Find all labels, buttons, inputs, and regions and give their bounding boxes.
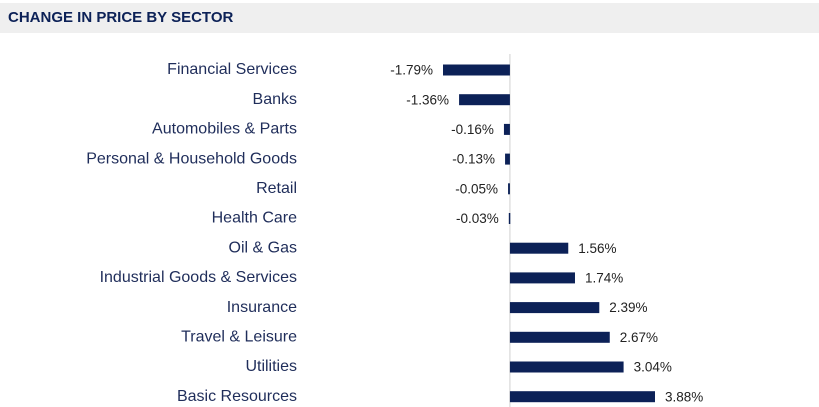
data-label: 2.39%	[609, 300, 647, 315]
data-label: 3.04%	[634, 360, 672, 375]
category-label: Banks	[253, 91, 297, 108]
category-label: Utilities	[245, 358, 297, 375]
bar	[443, 64, 510, 76]
data-label: 3.88%	[665, 389, 703, 404]
category-label: Personal & Household Goods	[86, 150, 297, 167]
category-label: Financial Services	[167, 61, 297, 78]
category-label: Health Care	[212, 210, 297, 227]
category-label: Basic Resources	[177, 388, 297, 405]
bar	[505, 153, 510, 165]
data-label: -0.13%	[452, 152, 495, 167]
title-bar	[0, 3, 819, 33]
category-label: Retail	[256, 180, 297, 197]
data-label: 2.67%	[620, 330, 658, 345]
category-label: Insurance	[227, 299, 297, 316]
category-label: Industrial Goods & Services	[100, 269, 297, 286]
bar	[509, 331, 610, 343]
data-label: -0.03%	[456, 211, 499, 226]
data-label: -0.05%	[455, 181, 498, 196]
data-label: 1.74%	[585, 270, 623, 285]
category-label: Travel & Leisure	[181, 329, 297, 346]
bar	[509, 361, 624, 373]
bar	[503, 123, 510, 135]
bar	[509, 302, 600, 314]
category-label: Automobiles & Parts	[152, 121, 297, 138]
data-label: 1.56%	[578, 241, 616, 256]
bar	[508, 213, 511, 224]
bar	[509, 242, 569, 254]
data-label: -1.36%	[406, 92, 449, 107]
data-label: -1.79%	[390, 63, 433, 78]
bar	[508, 183, 510, 195]
bar	[509, 391, 655, 403]
chart-title: CHANGE IN PRICE BY SECTOR	[8, 9, 233, 26]
bar	[459, 94, 510, 106]
data-label: -0.16%	[451, 122, 494, 137]
category-label: Oil & Gas	[229, 239, 297, 256]
bar	[509, 272, 575, 284]
